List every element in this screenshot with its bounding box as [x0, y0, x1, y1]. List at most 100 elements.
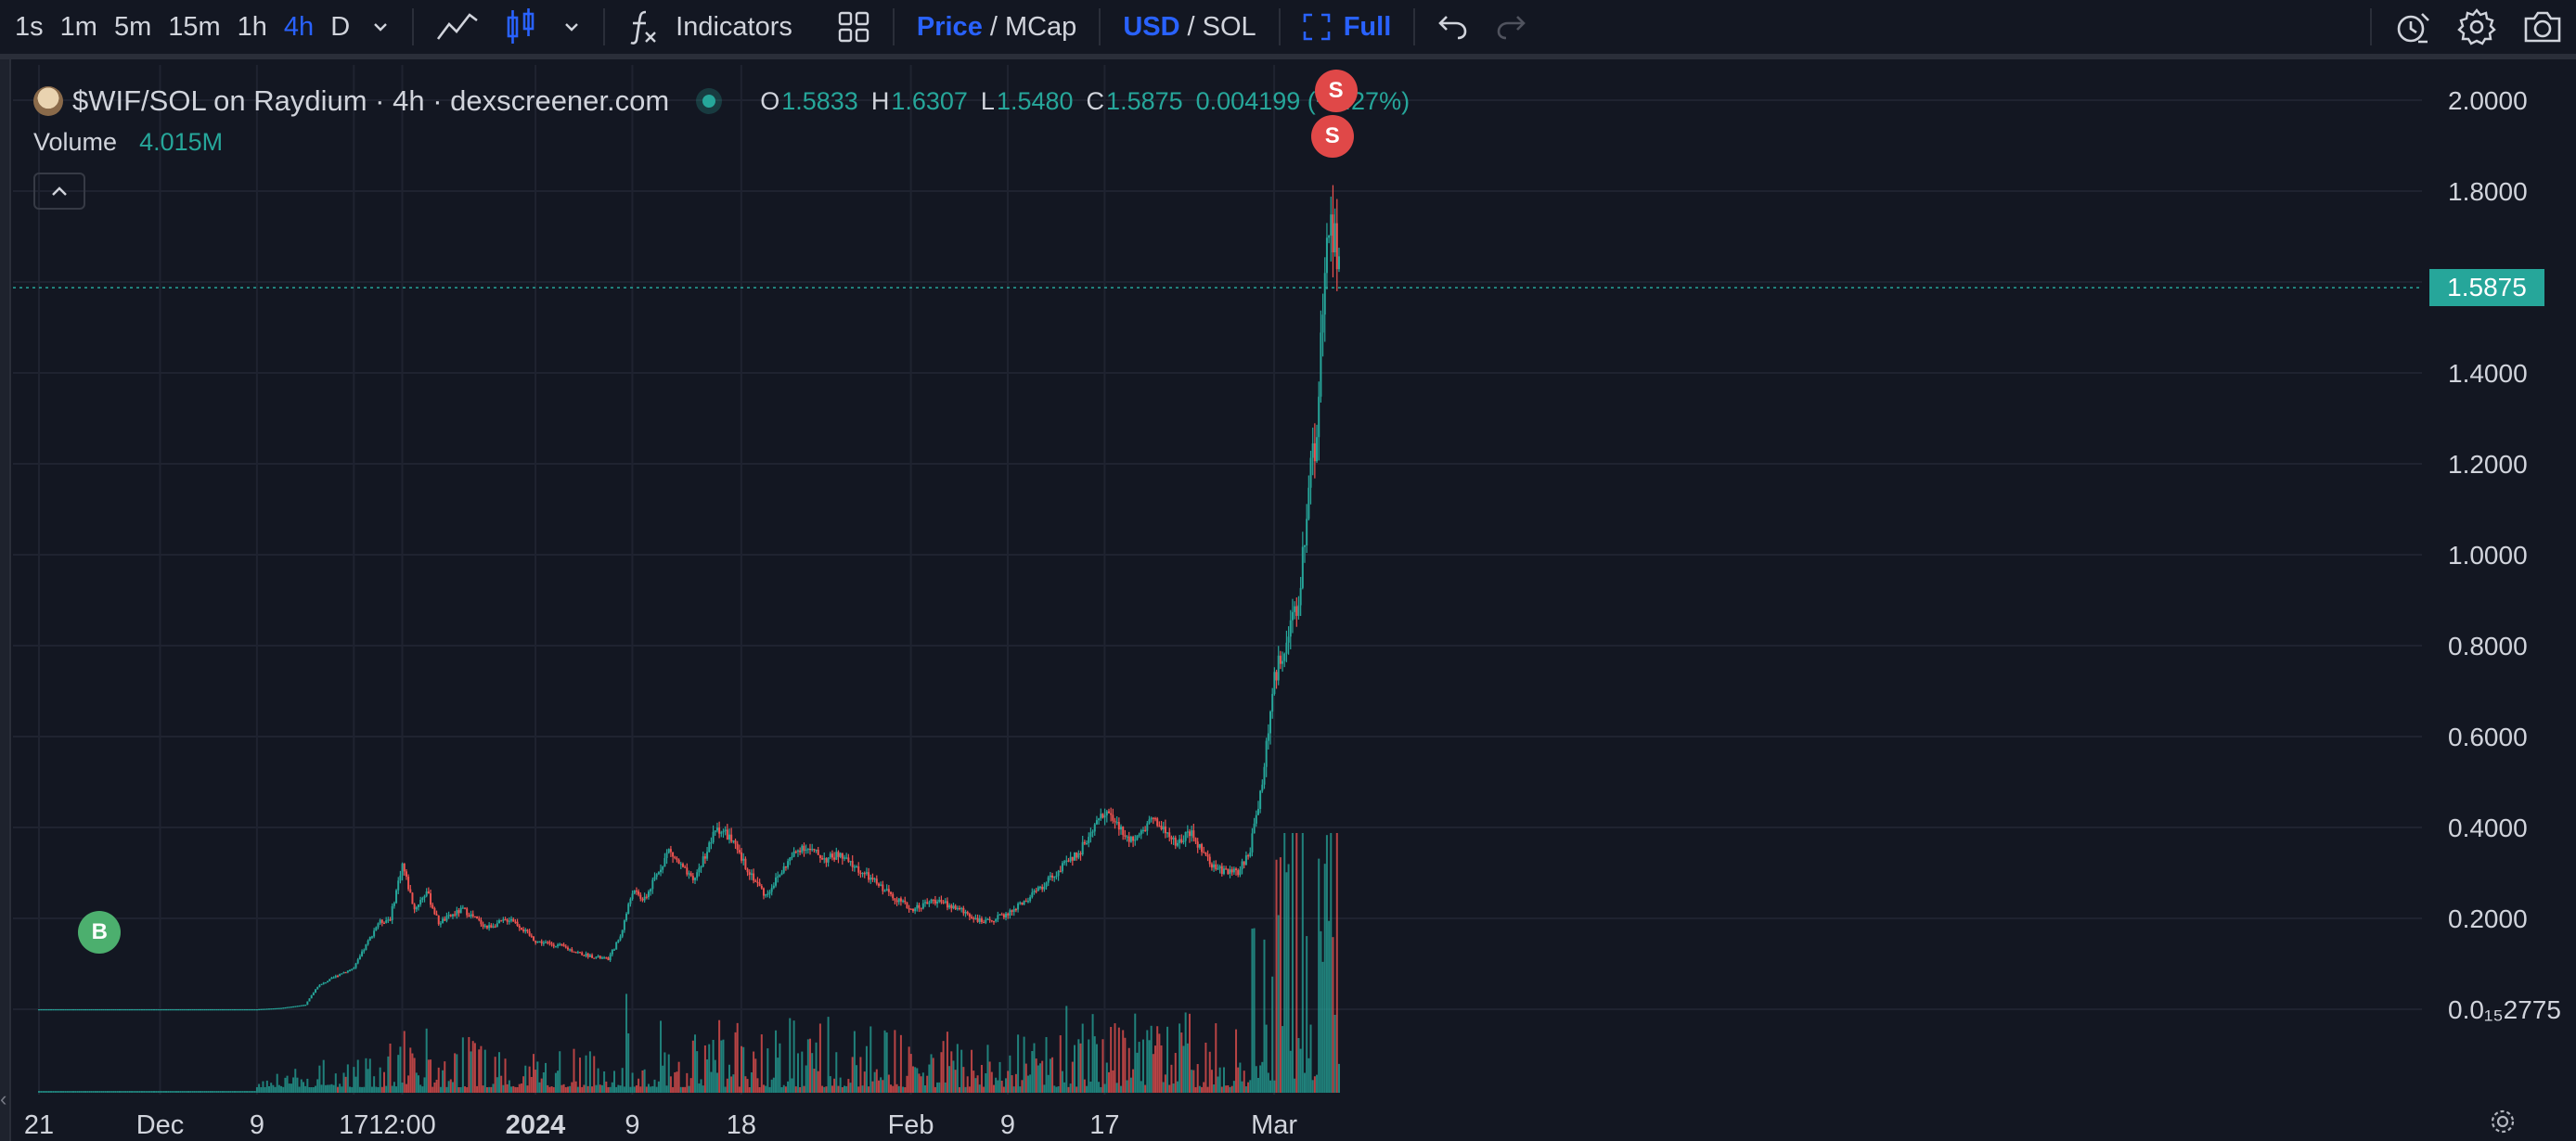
candle-body [395, 890, 398, 904]
candle-body [623, 920, 625, 930]
volume-bar [405, 1083, 407, 1093]
buy-marker[interactable]: B [78, 910, 122, 954]
volume-bar [1089, 1081, 1092, 1093]
candle-body [600, 957, 603, 959]
symbol-title[interactable]: $WIF/SOL on Raydium · 4h · dexscreener.c… [72, 84, 670, 117]
volume-bar [924, 1085, 927, 1093]
x-tick-label: Mar [1251, 1110, 1297, 1140]
chevron-left-icon[interactable]: ‹ [0, 1087, 7, 1110]
volume-bar [954, 1070, 957, 1093]
sol-option[interactable]: / SOL [1187, 11, 1256, 42]
volume-bar [677, 1061, 680, 1093]
sell-marker[interactable]: S [1314, 70, 1358, 113]
volume-bar [579, 1058, 582, 1093]
candle-body [653, 877, 656, 880]
volume-bar [655, 1086, 658, 1093]
volume-bar [1154, 1045, 1157, 1093]
candle-body [183, 1009, 186, 1011]
full-button[interactable]: Full [1290, 0, 1405, 57]
low-value: 1.5480 [996, 86, 1074, 115]
volume-bar [520, 1083, 522, 1093]
volume-bar [916, 1068, 919, 1093]
timeframe-1h[interactable]: 1h [237, 11, 267, 42]
timeframe-D[interactable]: D [330, 11, 351, 42]
timeframe-1s[interactable]: 1s [15, 11, 44, 42]
candle-body [282, 1007, 285, 1009]
candle-body [851, 861, 854, 867]
candle-body [1194, 838, 1197, 842]
volume-bar [1158, 1033, 1161, 1093]
collapse-legend-button[interactable] [33, 173, 85, 210]
candle-body [1279, 655, 1282, 664]
timeframe-dropdown[interactable] [358, 0, 403, 57]
timeframe-15m[interactable]: 15m [168, 11, 221, 42]
axis-settings-button[interactable] [2489, 1108, 2517, 1140]
candle-body [849, 861, 852, 863]
settings-button[interactable] [2444, 0, 2509, 57]
volume-bar [805, 1065, 807, 1093]
y-tick-label: 0.4000 [2448, 814, 2528, 842]
volume-bar [641, 1070, 644, 1093]
candle-body [611, 949, 613, 955]
candle-body [510, 918, 513, 921]
volume-bar [686, 1072, 689, 1093]
price-mcap-toggle[interactable]: Price / MCap [904, 0, 1089, 57]
volume-bar [1031, 1051, 1034, 1093]
volume-bar [1037, 1065, 1039, 1093]
candle-body [1215, 864, 1217, 870]
volume-bar [535, 1070, 537, 1093]
timeframe-1m[interactable]: 1m [59, 11, 97, 42]
candle-body [205, 1009, 208, 1011]
price-chart[interactable]: 2.00001.80001.60001.40001.20001.00000.80… [0, 59, 2576, 1141]
candle-body [627, 904, 630, 915]
candle-body [1045, 882, 1048, 887]
alert-button[interactable] [2381, 0, 2444, 57]
x-tick-label: 9 [1000, 1110, 1015, 1140]
volume-bar [1265, 1024, 1268, 1093]
layout-button[interactable] [824, 0, 883, 57]
volume-bar [56, 1091, 58, 1093]
candle-body [1277, 655, 1280, 681]
candle-body [451, 914, 454, 917]
candle-body [1114, 820, 1116, 823]
usd-option[interactable]: USD [1123, 11, 1180, 42]
candle-body [265, 1008, 268, 1010]
low-label: L [980, 86, 995, 115]
volume-bar [181, 1091, 184, 1093]
candle-body [597, 955, 599, 957]
candle-body [1059, 870, 1062, 872]
volume-bar [667, 1054, 670, 1093]
volume-bar [930, 1054, 933, 1093]
candle-body [40, 1009, 43, 1011]
sell-marker[interactable]: S [1310, 115, 1354, 159]
candle-body [1017, 904, 1020, 910]
volume-bar [1053, 1085, 1056, 1093]
candle-body [506, 919, 509, 922]
volume-bar [593, 1056, 596, 1093]
candle-chart-button[interactable] [492, 0, 549, 57]
candle-body [976, 917, 979, 922]
volume-bar [497, 1052, 500, 1093]
indicators-button[interactable]: Indicators [614, 0, 805, 57]
volume-bar [871, 1081, 874, 1093]
mcap-option[interactable]: / MCap [989, 11, 1077, 42]
volume-bar [1301, 833, 1304, 1093]
candle-body [339, 974, 341, 977]
undo-button[interactable] [1424, 0, 1482, 57]
volume-bar [777, 1058, 779, 1093]
chart-type-dropdown[interactable] [549, 0, 594, 57]
price-option[interactable]: Price [916, 11, 983, 42]
volume-bar [444, 1061, 446, 1093]
volume-bar [1217, 1076, 1219, 1093]
timeframe-group: 1s 1m 5m 15m 1h 4h D [0, 0, 358, 57]
volume-bar [1105, 1062, 1108, 1093]
volume-bar [892, 1085, 895, 1093]
volume-bar [1191, 1070, 1193, 1093]
timeframe-5m[interactable]: 5m [113, 11, 152, 42]
redo-button[interactable] [1482, 0, 1539, 57]
timeframe-4h[interactable]: 4h [283, 11, 315, 42]
screenshot-button[interactable] [2509, 0, 2576, 57]
usd-sol-toggle[interactable]: USD / SOL [1110, 0, 1269, 57]
volume-bar [1330, 833, 1333, 1093]
line-chart-button[interactable] [423, 0, 492, 57]
